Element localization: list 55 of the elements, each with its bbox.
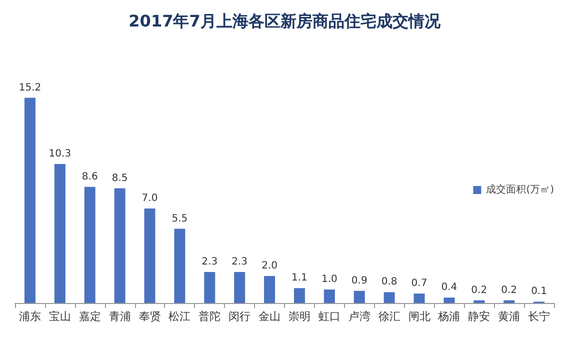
- bar: [294, 288, 305, 303]
- data-label: 0.1: [531, 286, 547, 298]
- bar: [84, 186, 96, 303]
- data-label: 8.6: [82, 171, 98, 182]
- x-tick-label: 卢湾: [348, 310, 370, 323]
- data-label: 2.3: [202, 256, 218, 268]
- bar: [414, 294, 425, 303]
- bar: [354, 290, 365, 303]
- x-tick-label: 虹口: [318, 310, 340, 323]
- data-label: 0.2: [471, 284, 488, 296]
- bar: [324, 290, 335, 303]
- data-label: 1.1: [292, 272, 308, 284]
- data-label: 1.0: [321, 274, 338, 285]
- x-tick-label: 徐汇: [378, 310, 400, 323]
- bar: [504, 300, 515, 303]
- x-tick-label: 闸北: [408, 310, 430, 323]
- data-label: 2.0: [262, 260, 278, 272]
- data-label: 2.3: [232, 256, 248, 268]
- x-tick-label: 普陀: [198, 310, 221, 323]
- x-tick-label: 青浦: [108, 310, 131, 323]
- bar: [444, 298, 455, 303]
- x-tick-label: 杨浦: [437, 310, 460, 323]
- bar: [384, 292, 395, 303]
- x-tick-label: 宝山: [48, 310, 71, 323]
- x-tick-label: 奉贤: [138, 310, 161, 323]
- bar: [174, 228, 186, 303]
- x-tick-label: 松江: [168, 310, 191, 323]
- data-label: 0.8: [381, 276, 398, 288]
- data-label: 0.2: [501, 284, 518, 296]
- chart-title: 2017年7月上海各区新房商品住宅成交情况: [128, 12, 442, 30]
- legend-label: 成交面积(万㎡): [486, 184, 554, 196]
- bar: [24, 98, 36, 303]
- bar: [54, 164, 66, 303]
- bar: [114, 188, 126, 303]
- data-label: 5.5: [172, 213, 188, 224]
- data-label: 15.2: [18, 82, 42, 94]
- x-tick-label: 闵行: [228, 310, 251, 323]
- x-tick-label: 黄浦: [498, 310, 520, 323]
- bar: [474, 300, 485, 303]
- x-tick-label: 嘉定: [78, 310, 101, 323]
- x-tick-label: 浦东: [18, 310, 41, 323]
- x-tick-label: 静安: [468, 310, 490, 323]
- x-tick-label: 崇明: [288, 310, 310, 323]
- data-label: 7.0: [142, 193, 158, 204]
- bar: [204, 272, 216, 303]
- data-label: 10.3: [48, 148, 72, 160]
- data-label: 8.5: [112, 172, 128, 184]
- bar: [264, 276, 276, 303]
- data-label: 0.9: [351, 275, 368, 286]
- x-tick-label: 长宁: [528, 310, 550, 323]
- bar: [234, 272, 246, 303]
- bar: [144, 208, 156, 303]
- data-label: 0.4: [441, 282, 458, 294]
- data-label: 0.7: [411, 278, 428, 290]
- x-tick-label: 金山: [258, 310, 281, 323]
